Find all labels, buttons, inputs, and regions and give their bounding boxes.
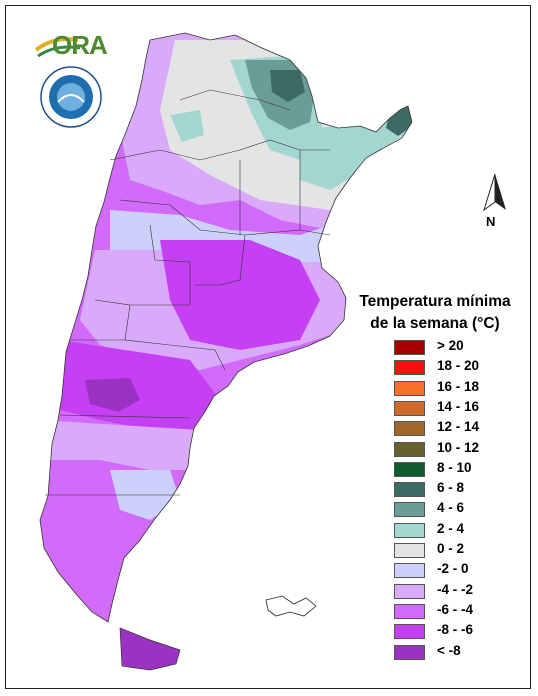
tierra-del-fuego xyxy=(119,627,181,671)
legend-swatch xyxy=(394,380,425,396)
legend-label: -8 - -6 xyxy=(437,622,474,638)
legend-swatch xyxy=(394,340,425,355)
legend-item: -6 - -4 xyxy=(394,601,534,621)
legend-label: 18 - 20 xyxy=(437,358,480,374)
legend: Temperatura mínima de la semana (°C) > 2… xyxy=(340,291,530,660)
legend-item: -8 - -6 xyxy=(394,621,534,641)
legend-label: -4 - -2 xyxy=(437,581,474,597)
legend-label: 14 - 16 xyxy=(437,398,480,414)
legend-label: 8 - 10 xyxy=(437,459,472,475)
legend-item: 14 - 16 xyxy=(394,398,534,418)
legend-swatch xyxy=(394,400,425,416)
legend-label: 12 - 14 xyxy=(437,419,480,435)
north-arrow-icon xyxy=(483,173,506,212)
legend-swatch xyxy=(394,421,425,437)
legend-swatch xyxy=(394,543,425,558)
legend-label: 10 - 12 xyxy=(437,439,480,455)
legend-item: 2 - 4 xyxy=(394,520,534,540)
legend-label: 6 - 8 xyxy=(437,480,465,496)
legend-item: 10 - 12 xyxy=(394,439,534,459)
north-label: N xyxy=(486,214,496,229)
legend-swatch xyxy=(394,360,425,376)
province-borders xyxy=(45,89,331,496)
legend-swatch xyxy=(394,563,425,579)
legend-item: 16 - 18 xyxy=(394,378,534,398)
legend-label: > 20 xyxy=(437,338,464,353)
legend-swatch xyxy=(394,482,425,498)
legend-item: 6 - 8 xyxy=(394,479,534,499)
legend-item: > 20 xyxy=(394,337,534,357)
legend-item: -4 - -2 xyxy=(394,581,534,601)
legend-swatch xyxy=(394,461,425,477)
legend-swatch xyxy=(394,502,425,518)
legend-item: 12 - 14 xyxy=(394,418,534,438)
map-frame xyxy=(5,5,531,689)
legend-label: 2 - 4 xyxy=(437,520,465,536)
smn-seal-icon xyxy=(40,66,102,128)
legend-title-line1: Temperatura mínima xyxy=(359,293,511,310)
legend-swatch xyxy=(394,644,425,660)
legend-label: 16 - 18 xyxy=(437,378,480,394)
legend-swatch xyxy=(394,624,425,640)
legend-swatch xyxy=(394,441,425,457)
legend-item: 8 - 10 xyxy=(394,459,534,479)
ora-logo-text: ORA xyxy=(52,30,108,60)
legend-label: 0 - 2 xyxy=(437,541,465,556)
legend-label: < -8 xyxy=(437,642,461,658)
legend-swatch xyxy=(394,522,425,538)
legend-item: < -8 xyxy=(394,642,534,662)
malvinas-islands xyxy=(265,595,317,617)
legend-label: -6 - -4 xyxy=(437,601,474,617)
legend-label: 4 - 6 xyxy=(437,500,465,516)
legend-item: 4 - 6 xyxy=(394,499,534,519)
legend-label: -2 - 0 xyxy=(437,561,469,577)
country-outline xyxy=(39,32,413,623)
legend-swatch xyxy=(394,583,425,599)
legend-item: 18 - 20 xyxy=(394,357,534,377)
ora-logo xyxy=(34,37,81,58)
legend-item: -2 - 0 xyxy=(394,560,534,580)
legend-swatch xyxy=(394,603,425,619)
legend-item: 0 - 2 xyxy=(394,540,534,560)
legend-title-line2: de la semana (°C) xyxy=(370,315,500,332)
